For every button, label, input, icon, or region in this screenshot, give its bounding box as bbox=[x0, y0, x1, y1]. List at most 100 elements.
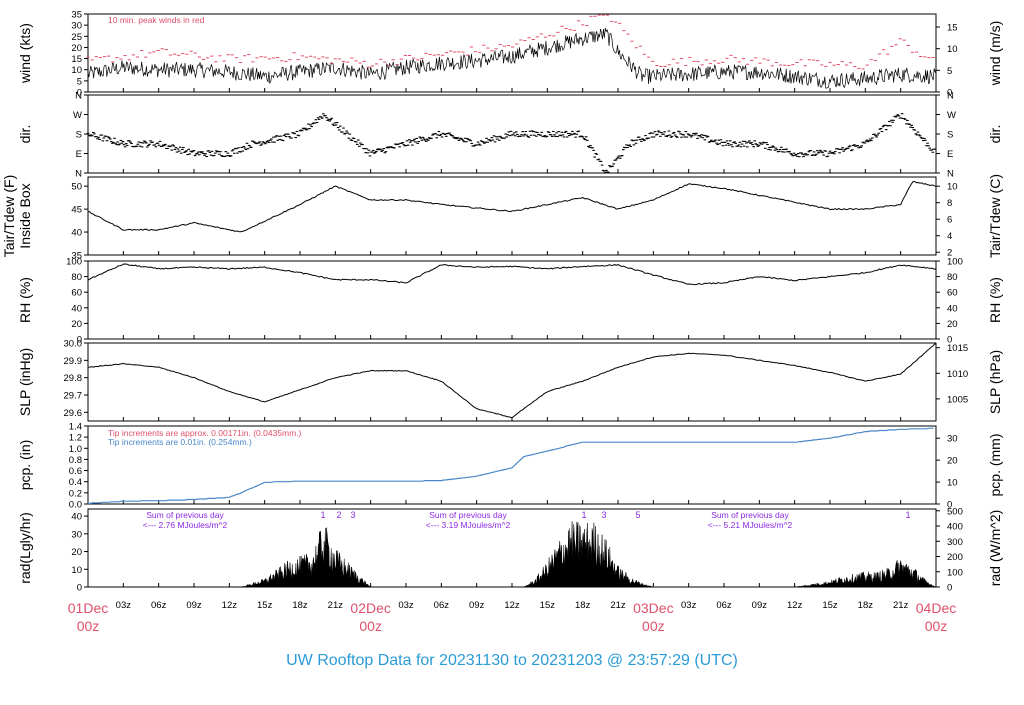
day-label-hour: 00z bbox=[925, 618, 948, 634]
slp-left-axis-title: SLP (inHg) bbox=[17, 348, 33, 416]
hour-tick-label: 21z bbox=[893, 600, 909, 611]
dir-right-tick-label: N bbox=[947, 91, 954, 102]
hour-tick-label: 18z bbox=[575, 600, 591, 611]
rad-day-note-line2: <--- 2.76 MJoules/m^2 bbox=[143, 520, 228, 530]
slp-right-tick-label: 1010 bbox=[947, 369, 968, 380]
rh-trace bbox=[87, 263, 937, 286]
dir-right-tick-label: W bbox=[947, 110, 956, 121]
slp-left-tick-label: 29.8 bbox=[64, 373, 83, 384]
rh-panel-frame bbox=[87, 260, 937, 340]
temp-right-tick-label: 10 bbox=[947, 182, 958, 193]
wind-left-tick-label: 25 bbox=[71, 32, 82, 43]
slp-left-tick-label: 29.9 bbox=[64, 356, 83, 367]
day-label-date: 02Dec bbox=[350, 600, 390, 616]
hour-tick-label: 21z bbox=[328, 600, 344, 611]
pcp-left-tick-label: 0.2 bbox=[69, 488, 82, 499]
dir-left-tick-label: W bbox=[73, 110, 82, 121]
rad-marker: 3 bbox=[601, 510, 606, 520]
rad-right-tick-label: 0 bbox=[947, 583, 952, 594]
rad-left-axis-title: rad(Lgly/hr) bbox=[17, 512, 33, 584]
pcp-left-tick-label: 0.8 bbox=[69, 455, 82, 466]
rh-right-tick-label: 80 bbox=[947, 272, 958, 283]
slp-right-tick-label: 1005 bbox=[947, 394, 968, 405]
hour-tick-label: 09z bbox=[186, 600, 202, 611]
day-label-hour: 00z bbox=[359, 618, 382, 634]
dir-left-tick-label: N bbox=[75, 91, 82, 102]
slp-right-axis-title: SLP (hPa) bbox=[987, 350, 1003, 414]
pcp-left-tick-label: 1.4 bbox=[69, 422, 82, 433]
rad-marker: 3 bbox=[350, 510, 355, 520]
hour-tick-label: 12z bbox=[504, 600, 520, 611]
hour-tick-label: 06z bbox=[716, 600, 732, 611]
rad-day-note-line2: <--- 5.21 MJoules/m^2 bbox=[708, 520, 793, 530]
dir-right-tick-label: E bbox=[947, 149, 953, 160]
rad-day-note-line1: Sum of previous day bbox=[711, 510, 789, 520]
rad-left-tick-label: 30 bbox=[71, 529, 82, 540]
hour-tick-label: 06z bbox=[434, 600, 450, 611]
wind-left-tick-label: 30 bbox=[71, 21, 82, 32]
rh-left-tick-label: 80 bbox=[71, 272, 82, 283]
rad-left-tick-label: 0 bbox=[77, 583, 82, 594]
rh-right-tick-label: 0 bbox=[947, 335, 952, 346]
wind-left-tick-label: 20 bbox=[71, 43, 82, 54]
pcp-left-tick-label: 1.2 bbox=[69, 433, 82, 444]
pcp-right-tick-label: 0 bbox=[947, 500, 952, 511]
pcp-left-tick-label: 0.4 bbox=[69, 477, 82, 488]
rh-left-tick-label: 40 bbox=[71, 303, 82, 314]
rad-left-tick-label: 10 bbox=[71, 565, 82, 576]
day-label-date: 03Dec bbox=[633, 600, 673, 616]
hour-tick-label: 06z bbox=[151, 600, 167, 611]
wind-left-tick-label: 10 bbox=[71, 65, 82, 76]
dir-left-tick-label: N bbox=[75, 169, 82, 180]
hour-tick-label: 09z bbox=[469, 600, 485, 611]
temp-left-tick-label: 50 bbox=[71, 182, 82, 193]
temp-right-tick-label: 2 bbox=[947, 248, 952, 259]
rad-left-tick-label: 20 bbox=[71, 547, 82, 558]
rad-right-axis-title: rad (W/m^2) bbox=[987, 510, 1003, 587]
rh-right-tick-label: 20 bbox=[947, 319, 958, 330]
wind-right-tick-label: 15 bbox=[947, 23, 958, 34]
day-label-hour: 00z bbox=[77, 618, 100, 634]
hour-tick-label: 12z bbox=[787, 600, 803, 611]
pcp-trace bbox=[88, 427, 934, 504]
rad-right-tick-label: 400 bbox=[947, 522, 963, 533]
dir-right-tick-label: N bbox=[947, 169, 954, 180]
temperature-trace bbox=[87, 181, 937, 233]
wind-right-tick-label: 0 bbox=[947, 88, 952, 99]
hour-tick-label: 03z bbox=[681, 600, 697, 611]
wind-note: 10 min. peak winds in red bbox=[108, 15, 205, 25]
hour-tick-label: 12z bbox=[222, 600, 238, 611]
wind-left-tick-label: 15 bbox=[71, 54, 82, 65]
rad-right-tick-label: 200 bbox=[947, 552, 963, 563]
hour-tick-label: 18z bbox=[292, 600, 308, 611]
pcp-right-axis-title: pcp. (mm) bbox=[987, 434, 1003, 497]
pcp-right-tick-label: 30 bbox=[947, 434, 958, 445]
hour-tick-label: 09z bbox=[752, 600, 768, 611]
temp-right-tick-label: 4 bbox=[947, 231, 952, 242]
rad-right-tick-label: 100 bbox=[947, 567, 963, 578]
hour-tick-label: 21z bbox=[610, 600, 626, 611]
rad-day-note-line1: Sum of previous day bbox=[429, 510, 507, 520]
pcp-left-tick-label: 0.0 bbox=[69, 500, 82, 511]
temp-right-tick-label: 8 bbox=[947, 198, 952, 209]
wind-left-tick-label: 0 bbox=[77, 88, 82, 99]
wind-speed-trace bbox=[87, 27, 937, 89]
rad-day-note-line1: Sum of previous day bbox=[146, 510, 224, 520]
rh-left-axis-title: RH (%) bbox=[17, 277, 33, 323]
dir-left-tick-label: S bbox=[76, 130, 82, 141]
chart-title: UW Rooftop Data for 20231130 to 20231203… bbox=[286, 652, 738, 669]
rad-right-tick-label: 500 bbox=[947, 506, 963, 517]
rad-right-tick-label: 300 bbox=[947, 537, 963, 548]
temp-left-tick-label: 45 bbox=[71, 205, 82, 216]
temp-left-tick-label: 40 bbox=[71, 228, 82, 239]
rad-marker: 5 bbox=[635, 510, 640, 520]
wind-left-tick-label: 5 bbox=[77, 76, 82, 87]
wind-right-tick-label: 5 bbox=[947, 66, 952, 77]
slp-left-tick-label: 29.6 bbox=[64, 408, 83, 419]
temp-panel-frame bbox=[87, 176, 937, 256]
pcp-left-tick-label: 0.6 bbox=[69, 466, 82, 477]
hour-tick-label: 15z bbox=[540, 600, 556, 611]
hour-tick-label: 03z bbox=[116, 600, 132, 611]
rad-area bbox=[88, 521, 937, 588]
